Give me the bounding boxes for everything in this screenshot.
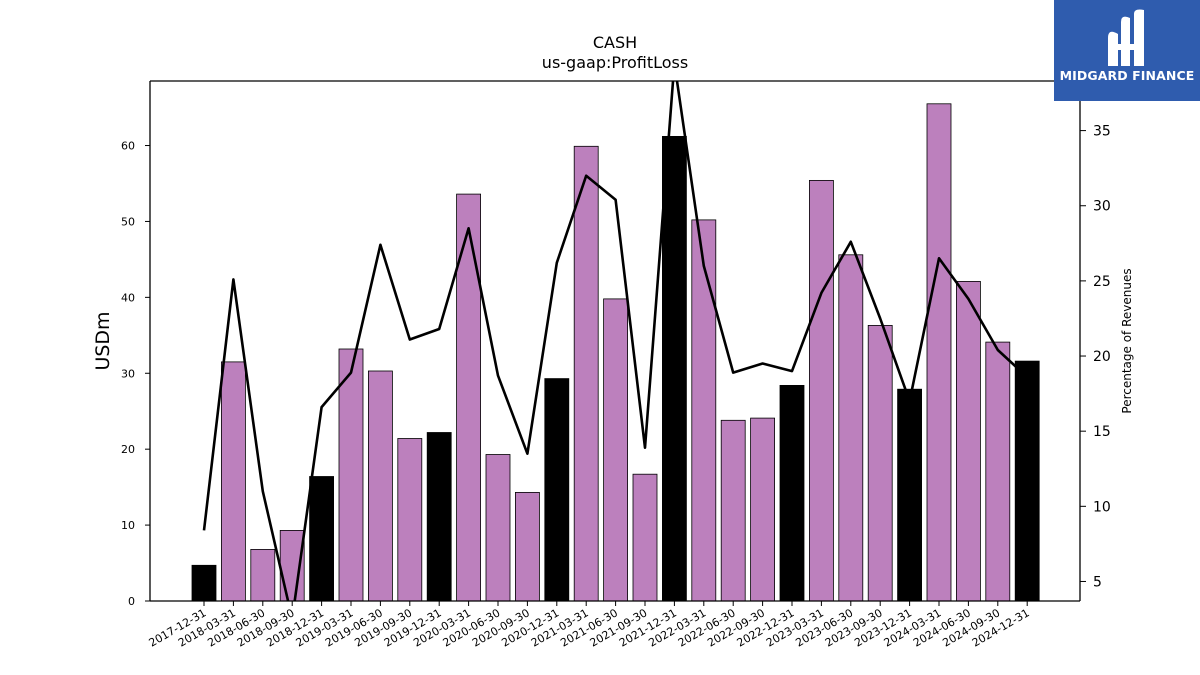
chart-subtitle: us-gaap:ProfitLoss xyxy=(542,53,688,72)
bar-2019-06-30 xyxy=(367,370,393,602)
bar-2022-12-31 xyxy=(779,384,805,602)
bar-2024-03-31 xyxy=(926,103,952,602)
bar-2019-09-30 xyxy=(397,438,423,602)
bar-2021-09-30 xyxy=(632,473,658,602)
bar-2021-03-31 xyxy=(573,145,599,602)
bar-2020-06-30 xyxy=(485,454,511,602)
bar-2018-06-30 xyxy=(250,549,276,602)
bar-2019-03-31 xyxy=(338,348,364,602)
bar-2023-06-30 xyxy=(838,254,864,602)
y-tick-label: 10 xyxy=(121,519,135,532)
bar-2017-12-31 xyxy=(191,564,217,602)
bar-2022-03-31 xyxy=(691,219,717,602)
bar-2023-09-30 xyxy=(867,324,893,602)
y2-tick-label: 30 xyxy=(1093,199,1111,215)
bar-2023-03-31 xyxy=(809,179,834,602)
bar-series xyxy=(191,103,1040,602)
bar-2021-12-31 xyxy=(662,135,687,602)
y2-tick-label: 25 xyxy=(1093,274,1111,290)
y2-tick-label: 15 xyxy=(1093,424,1111,440)
bar-2024-09-30 xyxy=(985,341,1011,602)
brand-logo: MIDGARD FINANCE xyxy=(1054,0,1200,101)
y-tick-label: 0 xyxy=(128,595,135,608)
bar-2021-06-30 xyxy=(603,298,628,602)
midgard-logo-icon xyxy=(1108,9,1144,67)
bar-2024-06-30 xyxy=(956,280,981,602)
chart-title: CASH xyxy=(593,33,637,52)
percentage-line xyxy=(202,81,1029,601)
brand-name: MIDGARD FINANCE xyxy=(1059,68,1195,83)
y2-tick-label: 20 xyxy=(1093,349,1111,365)
bar-2018-03-31 xyxy=(220,361,246,602)
bar-2018-12-31 xyxy=(309,476,335,602)
y-tick-label: 40 xyxy=(121,291,135,304)
bar-2022-09-30 xyxy=(750,417,775,602)
y2-tick-label: 35 xyxy=(1093,124,1111,140)
bar-2022-06-30 xyxy=(720,419,746,602)
y-tick-label: 30 xyxy=(121,367,135,380)
y-axis-label: USDm xyxy=(92,311,114,370)
bar-2024-12-31 xyxy=(1014,360,1040,602)
y-tick-label: 20 xyxy=(121,443,135,456)
y2-tick-label: 5 xyxy=(1093,574,1102,590)
bar-2020-09-30 xyxy=(515,491,540,602)
bar-2019-12-31 xyxy=(426,432,452,602)
line-series xyxy=(202,81,1029,601)
y2-axis-label: Percentage of Revenues xyxy=(1120,268,1134,413)
y-tick-label: 50 xyxy=(121,215,135,228)
bar-2023-12-31 xyxy=(897,388,922,602)
y-tick-label: 60 xyxy=(121,140,135,153)
bar-2020-12-31 xyxy=(544,378,570,602)
y2-tick-label: 10 xyxy=(1093,499,1111,515)
